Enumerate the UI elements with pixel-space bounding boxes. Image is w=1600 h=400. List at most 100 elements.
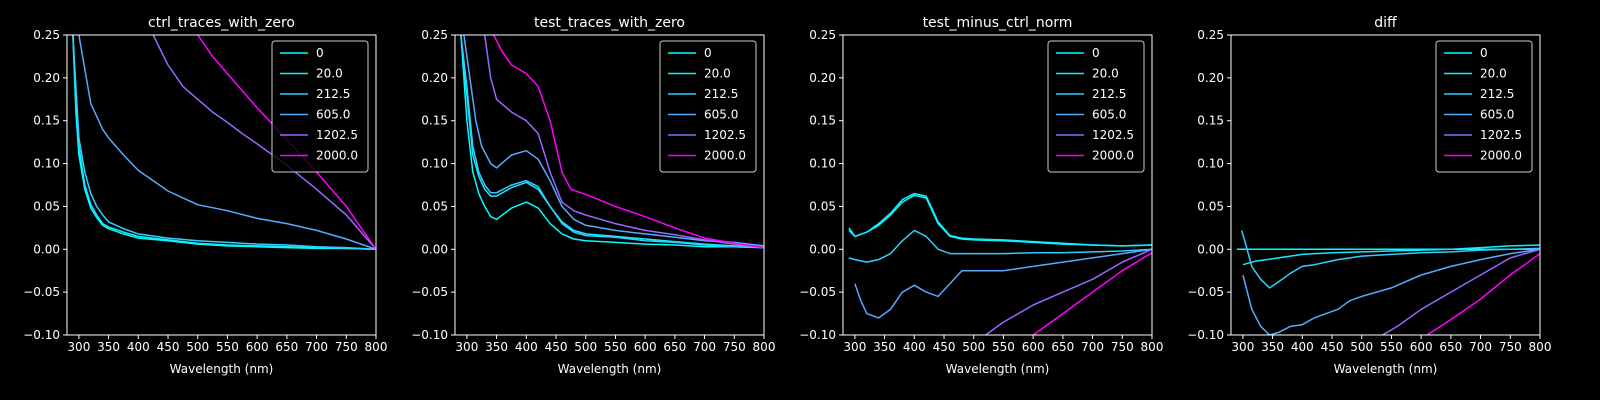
x-tick-label: 550 xyxy=(992,340,1015,354)
x-tick-label: 550 xyxy=(604,340,627,354)
legend-label: 212.5 xyxy=(704,87,738,101)
y-tick-label: 0.05 xyxy=(421,199,448,213)
series-group xyxy=(72,35,376,251)
x-tick-label: 400 xyxy=(127,340,150,354)
y-tick-label: 0.00 xyxy=(1197,242,1224,256)
series-line-2000.0 xyxy=(492,35,764,249)
legend-label: 605.0 xyxy=(316,108,350,122)
legend-label: 20.0 xyxy=(704,67,731,81)
y-tick-label: 0.10 xyxy=(421,157,448,171)
x-tick-label: 750 xyxy=(335,340,358,354)
chart-title: test_minus_ctrl_norm xyxy=(923,15,1073,31)
legend-label: 605.0 xyxy=(1092,108,1126,122)
x-tick-label: 600 xyxy=(1410,340,1433,354)
x-tick-label: 350 xyxy=(1261,340,1284,354)
x-tick-label: 300 xyxy=(67,340,90,354)
y-tick-label: 0.00 xyxy=(809,242,836,256)
legend-label: 20.0 xyxy=(1092,67,1119,81)
x-tick-label: 350 xyxy=(485,340,508,354)
legend: 0 20.0 212.5 605.0 1202.5 2000.0 xyxy=(1047,40,1145,173)
y-tick-label: 0.25 xyxy=(1197,28,1224,42)
y-tick-label: −0.10 xyxy=(411,328,448,342)
x-tick-label: 450 xyxy=(1321,340,1344,354)
y-tick-label: −0.05 xyxy=(799,285,836,299)
y-tick-label: 0.05 xyxy=(1197,199,1224,213)
x-tick-label: 500 xyxy=(962,340,985,354)
series-line-2000.0 xyxy=(197,35,376,250)
legend-label: 212.5 xyxy=(316,87,350,101)
series-line-1202.5 xyxy=(1382,248,1540,335)
axes-frame xyxy=(1230,34,1541,336)
x-tick-label: 750 xyxy=(723,340,746,354)
chart-title: ctrl_traces_with_zero xyxy=(148,15,295,31)
series-group xyxy=(848,192,1152,335)
legend: 0 20.0 212.5 605.0 1202.5 2000.0 xyxy=(271,40,369,173)
x-tick-label: 800 xyxy=(1141,340,1164,354)
x-tick-label: 800 xyxy=(1529,340,1552,354)
legend-label: 20.0 xyxy=(1480,67,1507,81)
x-tick-label: 300 xyxy=(843,340,866,354)
x-tick-label: 300 xyxy=(1231,340,1254,354)
series-line-605.0 xyxy=(78,35,376,251)
series-line-2000.0 xyxy=(1032,252,1152,335)
legend-label: 2000.0 xyxy=(316,149,358,163)
series-line-605.0 xyxy=(1242,248,1540,335)
y-tick-label: 0.10 xyxy=(809,157,836,171)
series-line-1202.5 xyxy=(985,248,1152,335)
x-tick-label: 600 xyxy=(1022,340,1045,354)
y-tick-label: 0.05 xyxy=(809,199,836,213)
x-tick-label: 700 xyxy=(1469,340,1492,354)
series-line-20.0 xyxy=(72,35,376,251)
y-tick-label: −0.10 xyxy=(23,328,60,342)
x-tick-label: 500 xyxy=(186,340,209,354)
y-tick-label: −0.05 xyxy=(411,285,448,299)
y-tick-label: 0.15 xyxy=(33,114,60,128)
legend-label: 605.0 xyxy=(704,108,738,122)
series-line-212.5 xyxy=(1240,230,1540,289)
legend-label: 1202.5 xyxy=(1092,128,1134,142)
series-line-0 xyxy=(72,35,376,251)
x-tick-label: 350 xyxy=(97,340,120,354)
y-tick-label: 0.10 xyxy=(1197,157,1224,171)
chart-title: diff xyxy=(1374,15,1397,31)
x-tick-label: 400 xyxy=(903,340,926,354)
legend: 0 20.0 212.5 605.0 1202.5 2000.0 xyxy=(659,40,757,173)
legend-label: 2000.0 xyxy=(1480,149,1522,163)
chart-title: test_traces_with_zero xyxy=(534,15,685,31)
series-line-605.0 xyxy=(854,248,1152,319)
x-axis-label: Wavelength (nm) xyxy=(946,362,1050,376)
legend-label: 605.0 xyxy=(1480,108,1514,122)
y-tick-label: 0.05 xyxy=(33,199,60,213)
legend-label: 0 xyxy=(704,46,712,60)
x-tick-label: 700 xyxy=(693,340,716,354)
y-tick-label: −0.05 xyxy=(1187,285,1224,299)
y-tick-label: 0.15 xyxy=(809,114,836,128)
x-tick-label: 650 xyxy=(1439,340,1462,354)
y-tick-label: −0.10 xyxy=(1187,328,1224,342)
y-tick-label: 0.20 xyxy=(33,71,60,85)
y-tick-label: 0.25 xyxy=(33,28,60,42)
legend-label: 2000.0 xyxy=(704,149,746,163)
x-tick-label: 550 xyxy=(1380,340,1403,354)
y-tick-label: 0.20 xyxy=(1197,71,1224,85)
x-tick-label: 750 xyxy=(1499,340,1522,354)
x-tick-label: 350 xyxy=(873,340,896,354)
x-tick-label: 750 xyxy=(1111,340,1134,354)
legend-label: 2000.0 xyxy=(1092,149,1134,163)
series-line-20.0 xyxy=(1242,244,1540,266)
axes-frame xyxy=(842,34,1153,336)
x-tick-label: 450 xyxy=(545,340,568,354)
chart-panel-4: 300 350 400 450 500 550 600 650 700 750 800 −0.10 −0… xyxy=(1187,15,1551,376)
x-tick-label: 500 xyxy=(1350,340,1373,354)
legend-label: 0 xyxy=(316,46,324,60)
x-tick-label: 700 xyxy=(1081,340,1104,354)
x-tick-label: 700 xyxy=(305,340,328,354)
y-tick-label: 0.15 xyxy=(421,114,448,128)
chart-panel-1: 300 350 400 450 500 550 600 650 700 750 800 −0.10 −0… xyxy=(23,15,387,376)
legend: 0 20.0 212.5 605.0 1202.5 2000.0 xyxy=(1435,40,1533,173)
x-tick-label: 650 xyxy=(663,340,686,354)
x-tick-label: 800 xyxy=(365,340,388,354)
series-line-212.5 xyxy=(848,229,1152,263)
